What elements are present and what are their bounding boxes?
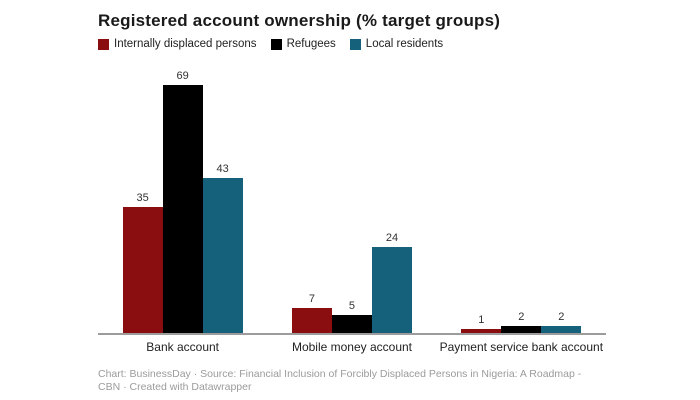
- legend-swatch-icon: [98, 38, 109, 50]
- legend-swatch-icon: [270, 38, 282, 50]
- bar-refugees-mobile-money-account[interactable]: [331, 315, 372, 333]
- bar-slot: 5: [331, 300, 372, 333]
- bar-value-label: 1: [478, 314, 485, 326]
- x-axis-label-bank-account: Bank account: [146, 340, 220, 354]
- bar-slot: 43: [202, 163, 243, 333]
- bar-value-label: 2: [558, 311, 565, 323]
- legend-label: Local residents: [365, 38, 444, 50]
- legend-item-internally-displaced-persons: Internally displaced persons: [98, 38, 257, 50]
- bar-slot: 2: [541, 311, 582, 333]
- legend-swatch-icon: [349, 38, 361, 50]
- bar-slot: 7: [291, 293, 332, 333]
- bar-value-label: 35: [136, 192, 149, 204]
- bar-value-label: 7: [308, 293, 316, 305]
- bar-internally-displaced-persons-mobile-money-account[interactable]: [291, 308, 332, 333]
- footer-attribution: Chart: BusinessDay · Source: Financial I…: [98, 368, 582, 393]
- bar-slot: 1: [461, 314, 502, 333]
- bar-local-residents-payment-service-bank-account[interactable]: [541, 326, 582, 333]
- plot-area: 35 69 43 7 5 24 1 2 2: [98, 61, 606, 335]
- legend-item-local-residents: Local residents: [349, 38, 444, 50]
- bar-group-payment-service-bank-account: 1 2 2: [437, 61, 606, 333]
- chart-title: Registered account ownership (% target g…: [98, 11, 501, 30]
- bar-slot: 35: [122, 192, 163, 333]
- bar-internally-displaced-persons-payment-service-bank-account[interactable]: [461, 329, 502, 333]
- x-axis-label-mobile-money-account: Mobile money account: [291, 340, 413, 354]
- bar-local-residents-mobile-money-account[interactable]: [371, 247, 412, 333]
- bar-value-label: 5: [348, 300, 356, 312]
- x-axis-label-payment-service-bank-account: Payment service bank account: [439, 340, 604, 354]
- bar-slot: 2: [501, 311, 542, 333]
- bar-slot: 24: [371, 232, 412, 333]
- bar-value-label: 43: [216, 163, 229, 175]
- bar-slot: 69: [162, 70, 203, 333]
- bar-refugees-bank-account[interactable]: [162, 85, 203, 333]
- legend-item-refugees: Refugees: [270, 38, 336, 50]
- bar-refugees-payment-service-bank-account[interactable]: [501, 326, 542, 333]
- bar-group-mobile-money-account: 7 5 24: [267, 61, 436, 333]
- legend: Internally displaced persons Refugees Loca…: [98, 38, 606, 50]
- bar-group-bank-account: 35 69 43: [98, 61, 267, 333]
- x-axis-labels: Bank account Mobile money account Payment …: [98, 340, 606, 354]
- bar-value-label: 24: [385, 232, 399, 244]
- bar-local-residents-bank-account[interactable]: [202, 178, 243, 333]
- chart-card: Registered account ownership (% target g…: [98, 11, 606, 394]
- bar-value-label: 69: [176, 70, 189, 82]
- legend-label: Refugees: [286, 38, 336, 50]
- legend-label: Internally displaced persons: [114, 38, 257, 50]
- bar-value-label: 2: [518, 311, 525, 323]
- bar-internally-displaced-persons-bank-account[interactable]: [122, 207, 163, 333]
